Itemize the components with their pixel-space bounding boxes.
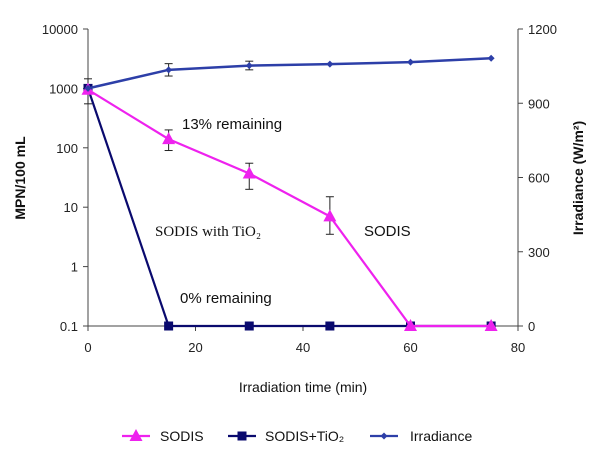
y-right-tick-label: 900 bbox=[528, 96, 550, 111]
legend-label-irradiance: Irradiance bbox=[410, 428, 472, 444]
annotation-sodis-with-tio2: SODIS with TiO₂ bbox=[155, 224, 261, 240]
legend: SODIS SODIS+TiO₂ Irradiance bbox=[122, 428, 472, 444]
sodis-tio2-point bbox=[164, 321, 174, 331]
y-left-tick-label: 1000 bbox=[49, 81, 78, 96]
y-left-axis-title: MPN/100 mL bbox=[12, 136, 28, 220]
x-tick-label: 20 bbox=[188, 340, 202, 355]
ticks-layer: 0 20 40 60 80 0.1 1 10 100 1000 10000 0 300 600 900 120… bbox=[42, 22, 557, 355]
sodis-point bbox=[484, 319, 498, 331]
sodis-point bbox=[323, 209, 337, 222]
y-left-tick-label: 1 bbox=[71, 260, 78, 275]
irradiance-point bbox=[487, 54, 495, 62]
irradiance-line bbox=[87, 56, 492, 90]
y-right-tick-label: 300 bbox=[528, 245, 550, 260]
sodis-line bbox=[87, 88, 492, 328]
x-tick-label: 60 bbox=[403, 340, 417, 355]
irradiance-point bbox=[245, 62, 253, 70]
y-left-tick-label: 10000 bbox=[42, 22, 78, 37]
sodis-point bbox=[162, 132, 176, 145]
y-left-tick-label: 0.1 bbox=[60, 319, 78, 334]
y-right-tick-label: 1200 bbox=[528, 22, 557, 37]
sodis-tio2-line bbox=[86, 88, 492, 328]
errorbar-layer bbox=[84, 60, 334, 235]
legend-marker-sodis-tio2-point bbox=[237, 431, 247, 441]
x-axis-title: Irradiation time (min) bbox=[239, 379, 367, 395]
legend-label-sodis: SODIS bbox=[160, 428, 204, 444]
irradiance-point bbox=[165, 66, 173, 74]
legend-label-sodis-tio2: SODIS+TiO₂ bbox=[265, 428, 344, 444]
y-right-tick-label: 0 bbox=[528, 319, 535, 334]
irradiance-point bbox=[407, 58, 414, 66]
y-left-tick-label: 10 bbox=[64, 200, 78, 215]
irradiance-point bbox=[84, 84, 92, 92]
sodis-tio2-point bbox=[244, 321, 254, 331]
y-left-tick-label: 100 bbox=[56, 141, 78, 156]
legend-marker-irradiance-point bbox=[380, 432, 388, 440]
sodis-point bbox=[404, 319, 417, 331]
x-tick-label: 80 bbox=[511, 340, 525, 355]
sodis-tio2-point bbox=[325, 321, 335, 331]
series-layer bbox=[81, 54, 498, 331]
annotation-sodis: SODIS bbox=[364, 223, 411, 240]
legend-marker-sodis-point bbox=[129, 429, 143, 441]
y-right-tick-label: 600 bbox=[528, 171, 550, 186]
x-tick-label: 40 bbox=[296, 340, 310, 355]
annotation-0-remaining: 0% remaining bbox=[180, 290, 272, 307]
irradiance-point bbox=[326, 60, 334, 68]
y-right-axis-title: Irradiance (W/m²) bbox=[570, 121, 586, 235]
x-tick-label: 0 bbox=[84, 340, 91, 355]
sodis-point bbox=[242, 166, 256, 179]
annotation-13-remaining: 13% remaining bbox=[182, 116, 282, 133]
